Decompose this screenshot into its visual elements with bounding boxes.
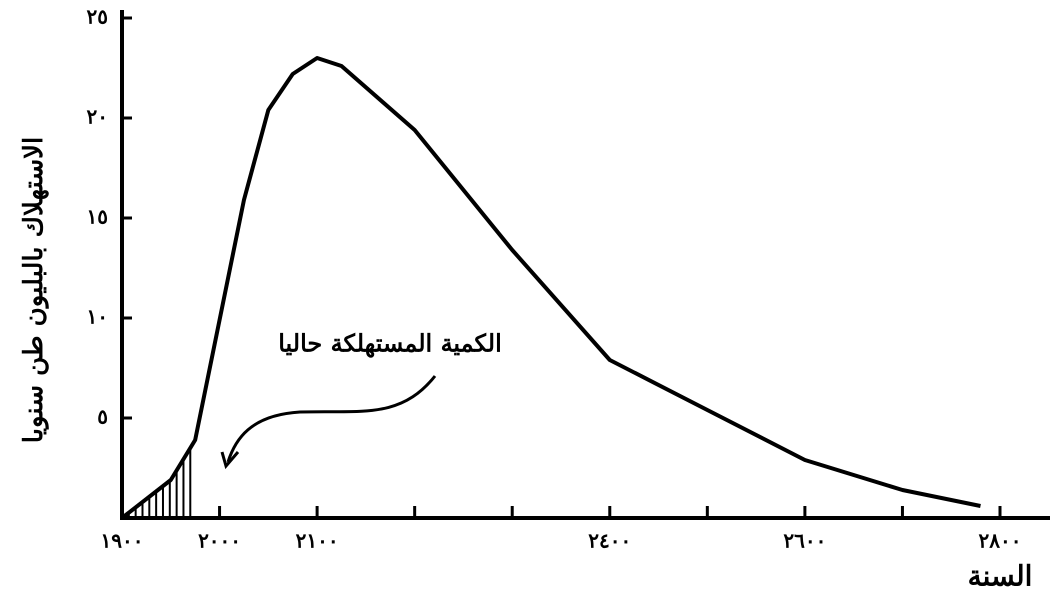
curve [120, 56, 981, 520]
y-axis-title: الاستهلاك بالبليون طن سنويا [19, 137, 49, 443]
x-tick-label: ١٩٠٠ [101, 529, 144, 553]
x-axis-title: السنة [968, 560, 1033, 593]
x-tick-label: ٢٠٠٠ [198, 529, 241, 553]
arrow-head [220, 451, 240, 470]
x-tick-label: ٢٤٠٠ [588, 529, 631, 553]
annotation: الكمية المستهلكة حاليا [278, 329, 502, 359]
x-tick-label: ٢٨٠٠ [979, 529, 1022, 553]
x-tick-label: ٢١٠٠ [296, 529, 339, 553]
y-tick-label: ٢٠ [87, 105, 108, 129]
annotation-arrow [226, 375, 437, 463]
y-tick-label: ٥ [97, 405, 108, 429]
y-tick-label: ١٠ [87, 305, 108, 329]
y-tick-label: ٢٥ [87, 5, 108, 29]
y-tick-label: ١٥ [87, 205, 108, 229]
x-tick-label: ٢٦٠٠ [783, 529, 826, 553]
